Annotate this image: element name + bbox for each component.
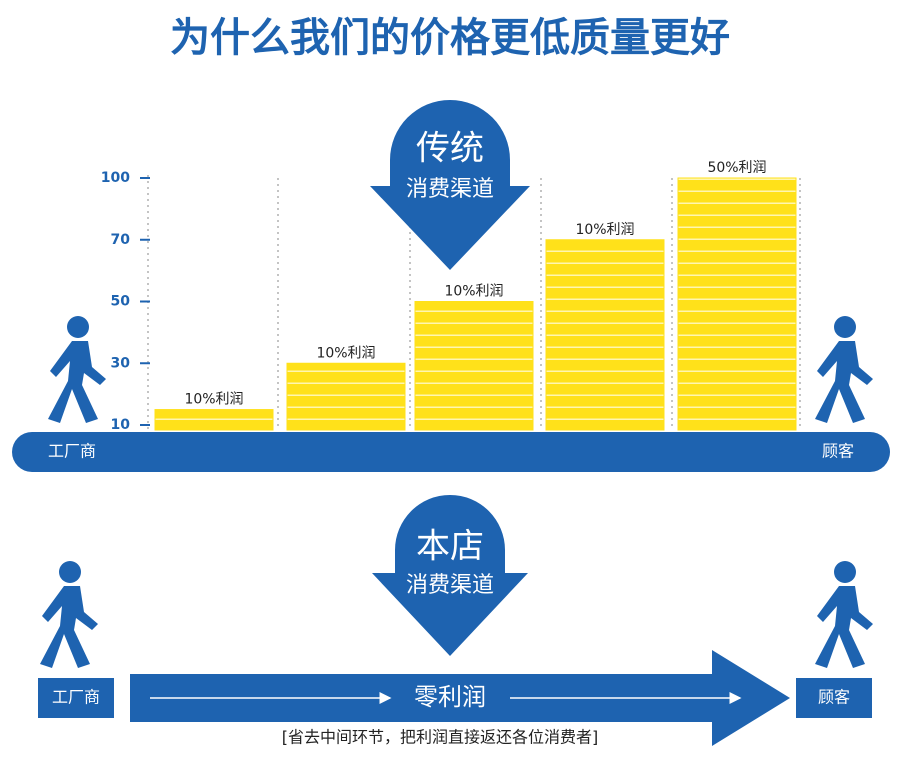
- person-icon: [815, 561, 873, 668]
- direct-title: 本店: [416, 527, 484, 567]
- y-tick-label: 50: [111, 294, 131, 310]
- bar-chart: 1030507010010%利润总批发商10%利润省代理商10%利润市代理商10…: [101, 160, 801, 461]
- bar: [154, 409, 274, 431]
- value-label: 10%利润: [316, 345, 375, 361]
- direct-arrow: [372, 495, 528, 656]
- bar: [677, 177, 797, 431]
- value-label: 10%利润: [444, 284, 503, 300]
- page-title: 为什么我们的价格更低质量更好: [170, 15, 730, 61]
- person-icon: [40, 561, 98, 668]
- y-tick-label: 100: [101, 170, 130, 186]
- start-label: 工厂商: [52, 688, 100, 707]
- start-box: [38, 678, 114, 718]
- value-label: 10%利润: [184, 392, 243, 408]
- end-label: 顾客: [822, 442, 854, 461]
- bar: [286, 362, 406, 431]
- traditional-subtitle: 消费渠道: [406, 177, 494, 202]
- bar: [414, 301, 534, 431]
- person-icon: [815, 316, 873, 423]
- channel-band: [12, 432, 890, 472]
- person-icon: [48, 316, 106, 423]
- middle-label: 零利润: [414, 683, 486, 711]
- direct-flow-arrow: [130, 650, 790, 746]
- y-tick-label: 10: [111, 417, 131, 433]
- traditional-arrow: [370, 99, 530, 270]
- traditional-title: 传统: [416, 129, 484, 169]
- value-label: 50%利润: [707, 160, 766, 176]
- end-box: [796, 678, 872, 718]
- y-tick-label: 70: [111, 232, 131, 248]
- end-label: 顾客: [818, 688, 850, 707]
- value-label: 10%利润: [575, 222, 634, 238]
- direct-subtitle: 消费渠道: [406, 573, 494, 598]
- bar: [545, 239, 665, 431]
- y-tick-label: 30: [111, 355, 131, 371]
- start-label: 工厂商: [48, 442, 96, 461]
- note: [省去中间环节，把利润直接返还各位消费者]: [282, 728, 599, 747]
